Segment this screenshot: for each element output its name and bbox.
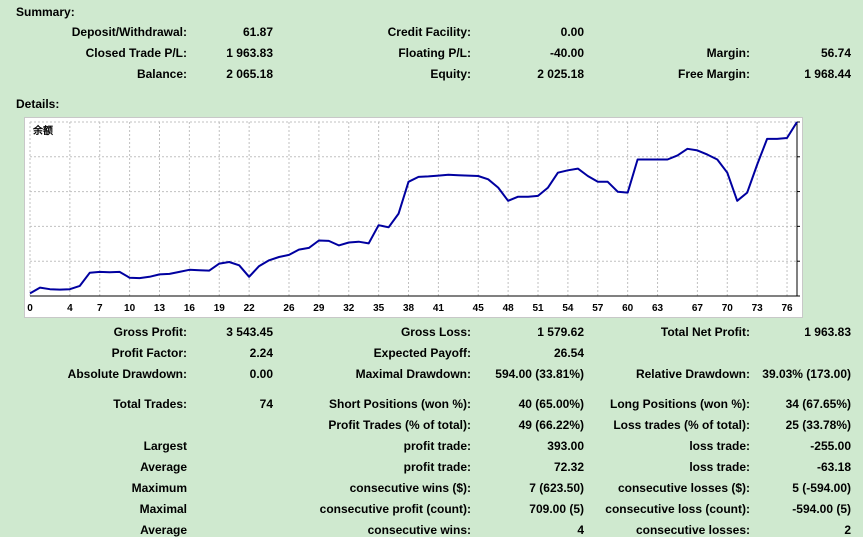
largest-loss-label: loss trade: bbox=[689, 439, 750, 453]
x-tick-label: 73 bbox=[752, 303, 764, 314]
free-margin-label: Free Margin: bbox=[677, 67, 750, 81]
short-positions-value: 40 (65.00%) bbox=[518, 397, 584, 411]
expected-payoff-value: 26.54 bbox=[553, 346, 584, 360]
average-profit-label: profit trade: bbox=[403, 460, 471, 474]
average-consecutive-label: Average bbox=[140, 523, 187, 537]
balance-chart-svg: 0 4 7 10 13 16 19 22 26 29 32 35 38 41 45 48 51 54 57 60 63 6… bbox=[27, 121, 800, 314]
x-tick-label: 57 bbox=[592, 303, 604, 314]
x-tick-label: 26 bbox=[283, 303, 295, 314]
maximal-consecutive-loss-label: consecutive loss (count): bbox=[605, 502, 750, 516]
x-tick-label: 0 bbox=[27, 303, 33, 314]
x-tick-label: 45 bbox=[473, 303, 485, 314]
closed-pl-label: Closed Trade P/L: bbox=[85, 46, 187, 60]
x-tick-label: 51 bbox=[532, 303, 544, 314]
maximal-consecutive-profit-value: 709.00 (5) bbox=[529, 502, 584, 516]
x-tick-label: 29 bbox=[313, 303, 325, 314]
total-net-value: 1 963.83 bbox=[804, 325, 851, 339]
profit-factor-value: 2.24 bbox=[249, 346, 273, 360]
relative-dd-label: Relative Drawdown: bbox=[635, 367, 750, 381]
x-tick-label: 63 bbox=[652, 303, 664, 314]
average-loss-label: loss trade: bbox=[689, 460, 750, 474]
x-tick-label: 48 bbox=[503, 303, 515, 314]
balance-value: 2 065.18 bbox=[226, 67, 273, 81]
expected-payoff-label: Expected Payoff: bbox=[373, 346, 471, 360]
x-tick-label: 41 bbox=[433, 303, 445, 314]
gross-loss-value: 1 579.62 bbox=[537, 325, 584, 339]
loss-trades-label: Loss trades (% of total): bbox=[613, 418, 750, 432]
credit-label: Credit Facility: bbox=[387, 25, 471, 39]
equity-value: 2 025.18 bbox=[537, 67, 584, 81]
x-tick-label: 10 bbox=[124, 303, 136, 314]
x-tick-label: 32 bbox=[343, 303, 355, 314]
floating-pl-label: Floating P/L: bbox=[398, 46, 471, 60]
summary-heading: Summary: bbox=[16, 5, 75, 19]
absolute-dd-value: 0.00 bbox=[249, 367, 273, 381]
maximal-label: Maximal bbox=[139, 502, 187, 516]
max-consecutive-wins-label: consecutive wins ($): bbox=[349, 481, 471, 495]
maximum-label: Maximum bbox=[131, 481, 187, 495]
long-positions-label: Long Positions (won %): bbox=[610, 397, 750, 411]
x-tick-label: 13 bbox=[154, 303, 166, 314]
avg-consecutive-wins-label: consecutive wins: bbox=[367, 523, 471, 537]
largest-profit-value: 393.00 bbox=[547, 439, 584, 453]
absolute-dd-label: Absolute Drawdown: bbox=[67, 367, 187, 381]
balance-line bbox=[29, 121, 798, 295]
profit-trades-label: Profit Trades (% of total): bbox=[328, 418, 471, 432]
x-tick-label: 38 bbox=[403, 303, 415, 314]
x-tick-label: 22 bbox=[244, 303, 256, 314]
x-tick-label: 7 bbox=[97, 303, 103, 314]
maximal-consecutive-loss-value: -594.00 (5) bbox=[792, 502, 851, 516]
margin-value: 56.74 bbox=[820, 46, 851, 60]
total-trades-value: 74 bbox=[259, 397, 273, 411]
deposit-value: 61.87 bbox=[242, 25, 273, 39]
max-consecutive-losses-label: consecutive losses ($): bbox=[617, 481, 750, 495]
gross-profit-value: 3 543.45 bbox=[226, 325, 273, 339]
avg-consecutive-losses-label: consecutive losses: bbox=[635, 523, 750, 537]
largest-loss-value: -255.00 bbox=[810, 439, 851, 453]
x-tick-label: 67 bbox=[692, 303, 704, 314]
relative-dd-value: 39.03% (173.00) bbox=[762, 367, 851, 381]
max-consecutive-wins-value: 7 (623.50) bbox=[529, 481, 584, 495]
average-label: Average bbox=[140, 460, 187, 474]
x-tick-label: 16 bbox=[184, 303, 196, 314]
x-tick-label: 54 bbox=[562, 303, 574, 314]
equity-label: Equity: bbox=[430, 67, 471, 81]
total-net-label: Total Net Profit: bbox=[660, 325, 750, 339]
x-tick-label: 60 bbox=[622, 303, 634, 314]
total-trades-label: Total Trades: bbox=[113, 397, 187, 411]
average-profit-value: 72.32 bbox=[553, 460, 584, 474]
maximal-consecutive-profit-label: consecutive profit (count): bbox=[319, 502, 471, 516]
free-margin-value: 1 968.44 bbox=[804, 67, 851, 81]
largest-profit-label: profit trade: bbox=[403, 439, 471, 453]
profit-trades-value: 49 (66.22%) bbox=[518, 418, 584, 432]
floating-pl-value: -40.00 bbox=[549, 46, 584, 60]
credit-value: 0.00 bbox=[560, 25, 584, 39]
chart-title: 余额 bbox=[32, 124, 53, 137]
long-positions-value: 34 (67.65%) bbox=[785, 397, 851, 411]
x-tick-label: 70 bbox=[722, 303, 734, 314]
x-tick-label: 4 bbox=[67, 303, 73, 314]
details-heading: Details: bbox=[16, 97, 60, 111]
balance-label: Balance: bbox=[136, 67, 187, 81]
deposit-label: Deposit/Withdrawal: bbox=[71, 25, 187, 39]
closed-pl-value: 1 963.83 bbox=[226, 46, 273, 60]
maximal-dd-label: Maximal Drawdown: bbox=[355, 367, 471, 381]
profit-factor-label: Profit Factor: bbox=[111, 346, 187, 360]
maximal-dd-value: 594.00 (33.81%) bbox=[495, 367, 584, 381]
gross-loss-label: Gross Loss: bbox=[400, 325, 471, 339]
short-positions-label: Short Positions (won %): bbox=[329, 397, 471, 411]
largest-label: Largest bbox=[143, 439, 187, 453]
x-tick-label: 35 bbox=[373, 303, 385, 314]
balance-chart: 0 4 7 10 13 16 19 22 26 29 32 35 38 41 45 48 51 54 57 60 63 6… bbox=[24, 117, 803, 318]
gross-profit-label: Gross Profit: bbox=[113, 325, 187, 339]
avg-consecutive-losses-value: 2 bbox=[844, 523, 851, 537]
avg-consecutive-wins-value: 4 bbox=[577, 523, 584, 537]
average-loss-value: -63.18 bbox=[816, 460, 851, 474]
x-tick-label: 19 bbox=[214, 303, 226, 314]
x-tick-label: 76 bbox=[781, 303, 793, 314]
max-consecutive-losses-value: 5 (-594.00) bbox=[792, 481, 851, 495]
margin-label: Margin: bbox=[706, 46, 750, 60]
loss-trades-value: 25 (33.78%) bbox=[785, 418, 851, 432]
